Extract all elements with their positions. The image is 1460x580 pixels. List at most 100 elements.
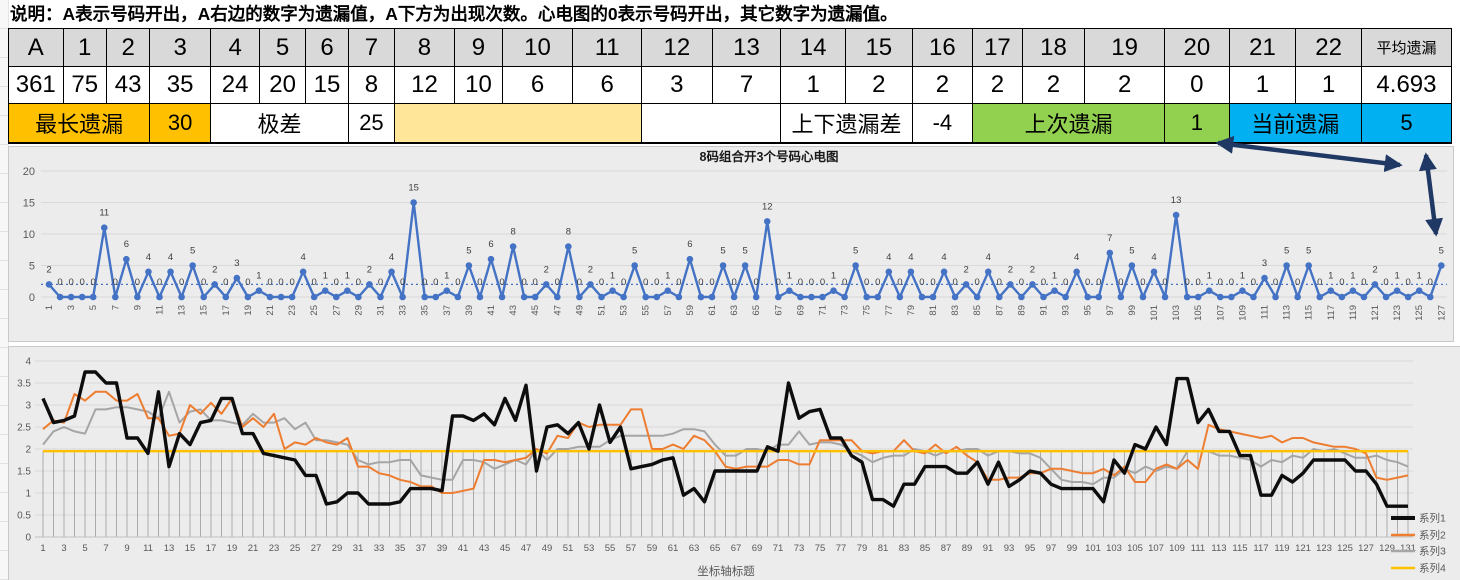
col-header-A[interactable]: A xyxy=(8,28,64,67)
col-header-13[interactable]: 13 xyxy=(711,28,782,67)
count-cell-20[interactable]: 0 xyxy=(1164,66,1230,104)
svg-text:5: 5 xyxy=(29,261,35,273)
col-header-21[interactable]: 21 xyxy=(1228,28,1297,67)
count-cell-16[interactable]: 2 xyxy=(911,66,974,104)
count-cell-10[interactable]: 6 xyxy=(501,66,574,104)
current-omission-value[interactable]: 5 xyxy=(1360,103,1453,144)
svg-text:2: 2 xyxy=(46,264,51,275)
col-header-19[interactable]: 19 xyxy=(1084,28,1166,67)
count-cell-7[interactable]: 8 xyxy=(348,66,395,104)
updown-diff-label[interactable]: 上下遗漏差 xyxy=(780,103,913,144)
col-header-7[interactable]: 7 xyxy=(348,28,395,67)
svg-text:0: 0 xyxy=(1118,277,1123,288)
col-header-20[interactable]: 20 xyxy=(1164,28,1230,67)
blank-cell[interactable] xyxy=(641,103,782,144)
last-omission-value[interactable]: 1 xyxy=(1164,103,1230,144)
count-cell-12[interactable]: 3 xyxy=(641,66,713,104)
svg-text:97: 97 xyxy=(1046,543,1057,554)
col-header-10[interactable]: 10 xyxy=(501,28,574,67)
col-header-3[interactable]: 3 xyxy=(149,28,211,67)
svg-text:5: 5 xyxy=(632,246,637,257)
updown-diff-value[interactable]: -4 xyxy=(911,103,974,144)
svg-text:0: 0 xyxy=(975,277,980,288)
col-header-4[interactable]: 4 xyxy=(209,28,261,67)
count-cell-6[interactable]: 15 xyxy=(304,66,350,104)
col-header-11[interactable]: 11 xyxy=(572,28,643,67)
svg-text:0: 0 xyxy=(555,277,560,288)
svg-text:0: 0 xyxy=(499,277,504,288)
svg-text:6: 6 xyxy=(488,239,493,250)
range-label[interactable]: 极差 xyxy=(209,103,350,144)
count-cell-13[interactable]: 7 xyxy=(711,66,782,104)
col-header-5[interactable]: 5 xyxy=(259,28,306,67)
range-value[interactable]: 25 xyxy=(348,103,395,144)
col-header-12[interactable]: 12 xyxy=(641,28,713,67)
trend-line-chart[interactable]: 0 0.5 1 1.5 2 2.5 3 3.5 4 1 3 5 7 9 11 13 15 17 19 21 23 25 27… xyxy=(8,346,1460,580)
svg-text:33: 33 xyxy=(374,543,385,554)
count-cell-19[interactable]: 2 xyxy=(1084,66,1166,104)
svg-text:8: 8 xyxy=(566,227,571,238)
svg-text:77: 77 xyxy=(884,305,895,316)
count-cell-22[interactable]: 1 xyxy=(1295,66,1362,104)
svg-text:111: 111 xyxy=(1260,305,1271,319)
col-header-17[interactable]: 17 xyxy=(972,28,1023,67)
col-header-9[interactable]: 9 xyxy=(454,28,503,67)
count-cell-15[interactable]: 2 xyxy=(844,66,913,104)
svg-text:83: 83 xyxy=(899,543,910,554)
count-cell-1[interactable]: 75 xyxy=(62,66,107,104)
col-header-22[interactable]: 22 xyxy=(1295,28,1362,67)
svg-text:0: 0 xyxy=(654,277,659,288)
svg-text:29: 29 xyxy=(353,305,364,316)
svg-text:5: 5 xyxy=(853,246,858,257)
svg-text:0: 0 xyxy=(455,277,460,288)
svg-text:4: 4 xyxy=(301,252,306,263)
col-header-14[interactable]: 14 xyxy=(780,28,846,67)
longest-omission-value[interactable]: 30 xyxy=(149,103,211,144)
svg-text:9: 9 xyxy=(124,543,129,554)
current-omission-label[interactable]: 当前遗漏 xyxy=(1228,103,1362,144)
col-header-16[interactable]: 16 xyxy=(911,28,974,67)
svg-text:0: 0 xyxy=(842,277,847,288)
svg-text:101: 101 xyxy=(1085,543,1101,554)
svg-text:69: 69 xyxy=(752,543,763,554)
count-cell-5[interactable]: 20 xyxy=(259,66,306,104)
count-cell-4[interactable]: 24 xyxy=(209,66,261,104)
last-omission-label[interactable]: 上次遗漏 xyxy=(972,103,1166,144)
ecg-line-chart[interactable]: 0 5 10 15 20 8码组合开3个号码心电图 2 0 0 0 0 11 0 6 0 4 0 4 0 5 0 2 0 3 0… xyxy=(8,146,1454,342)
count-cell-17[interactable]: 2 xyxy=(972,66,1023,104)
svg-text:113: 113 xyxy=(1282,305,1293,320)
blank-highlight-cell[interactable] xyxy=(393,103,643,144)
longest-omission-label[interactable]: 最长遗漏 xyxy=(7,103,151,144)
svg-text:0: 0 xyxy=(433,277,438,288)
svg-text:91: 91 xyxy=(1039,305,1050,316)
svg-text:59: 59 xyxy=(685,305,696,316)
col-header-平均遗漏[interactable]: 平均遗漏 xyxy=(1360,28,1453,67)
col-header-8[interactable]: 8 xyxy=(393,28,456,67)
svg-text:0: 0 xyxy=(820,277,825,288)
svg-text:125: 125 xyxy=(1414,305,1425,321)
svg-text:63: 63 xyxy=(689,543,700,554)
svg-text:101: 101 xyxy=(1149,305,1160,321)
trend-legend[interactable]: 系列1 系列2 系列3 系列4 xyxy=(1391,512,1446,575)
count-cell-3[interactable]: 35 xyxy=(149,66,211,104)
col-header-2[interactable]: 2 xyxy=(105,28,151,67)
svg-text:0: 0 xyxy=(157,277,162,288)
count-cell-14[interactable]: 1 xyxy=(780,66,846,104)
count-cell-11[interactable]: 6 xyxy=(572,66,643,104)
count-cell-2[interactable]: 43 xyxy=(105,66,151,104)
col-header-6[interactable]: 6 xyxy=(304,28,350,67)
count-cell-9[interactable]: 10 xyxy=(454,66,503,104)
col-header-1[interactable]: 1 xyxy=(62,28,107,67)
svg-text:2: 2 xyxy=(1030,264,1035,275)
svg-text:0: 0 xyxy=(754,277,759,288)
count-cell-平均遗漏[interactable]: 4.693 xyxy=(1360,66,1453,104)
count-cell-18[interactable]: 2 xyxy=(1021,66,1086,104)
trend-drop-lines xyxy=(42,451,1409,537)
col-header-18[interactable]: 18 xyxy=(1021,28,1086,67)
count-cell-21[interactable]: 1 xyxy=(1228,66,1297,104)
svg-text:49: 49 xyxy=(574,305,585,316)
col-header-15[interactable]: 15 xyxy=(844,28,913,67)
table-header-row: A 1 2 3 4 5 6 7 8 9 10 11 12 13 14 15 16 17 18 19 20 21 22 平均遗漏 xyxy=(8,28,1453,67)
count-cell-8[interactable]: 12 xyxy=(393,66,456,104)
count-cell-A[interactable]: 361 xyxy=(8,66,64,104)
